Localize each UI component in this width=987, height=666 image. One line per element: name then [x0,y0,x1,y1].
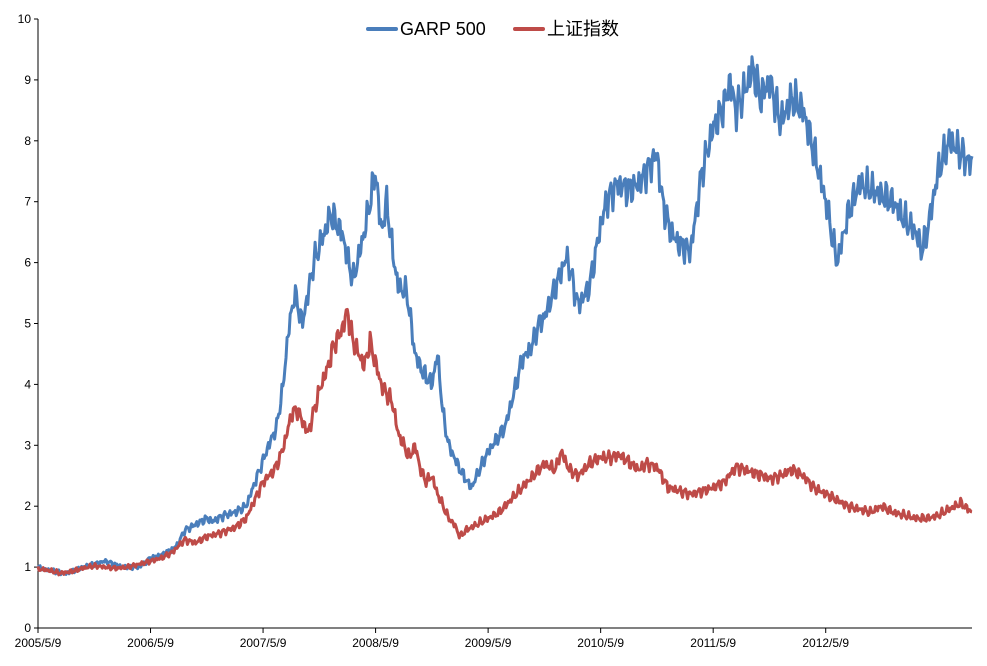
y-tick-label: 2 [24,499,31,513]
y-tick-label: 9 [24,73,31,87]
y-tick-label: 6 [24,256,31,270]
x-axis: 2005/5/9 2006/5/9 2007/5/9 2008/5/9 2009/5/9… [15,627,972,650]
x-tick-label: 2010/5/9 [577,636,624,650]
x-tick-label: 2011/5/9 [690,636,736,650]
legend: GARP 500 上证指数 [366,19,619,39]
y-axis: 0 1 2 3 4 5 6 7 8 9 10 [18,12,39,635]
legend-label-shanghai-index: 上证指数 [547,19,619,39]
series-line-garp500 [36,55,974,577]
x-tick-label: 2006/5/9 [127,636,174,650]
y-tick-label: 7 [24,195,31,209]
y-tick-label: 0 [24,621,31,635]
x-tick-label: 2012/5/9 [802,636,849,650]
series-group [36,55,974,577]
y-tick-label: 8 [24,134,31,148]
x-tick-label: 2009/5/9 [465,636,512,650]
x-tick-label: 2007/5/9 [240,636,287,650]
x-tick-label: 2005/5/9 [15,636,62,650]
y-tick-label: 10 [18,12,32,26]
y-tick-label: 1 [24,560,31,574]
y-tick-label: 5 [24,317,31,331]
y-tick-label: 4 [24,377,31,391]
y-tick-label: 3 [24,438,31,452]
legend-label-garp500: GARP 500 [400,19,486,39]
x-tick-label: 2008/5/9 [352,636,399,650]
series-line-shanghai-index [36,307,973,577]
